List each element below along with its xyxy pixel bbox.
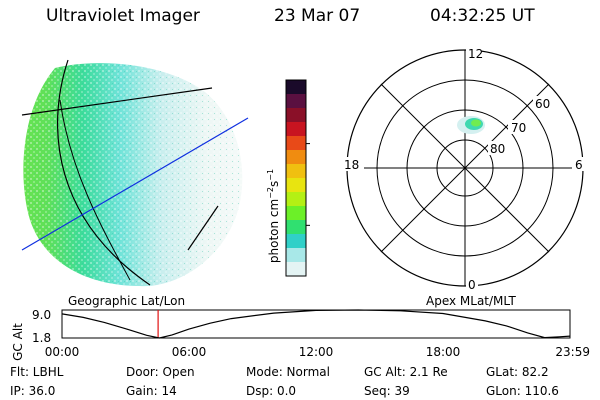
mlat-label-60: 60: [535, 97, 550, 111]
mlt-label-12: 12: [468, 47, 483, 61]
longitude-line: [56, 59, 151, 286]
colorbar-segment: [286, 80, 306, 95]
colorbar-segment: [286, 122, 306, 137]
xtick-label: 12:00: [299, 345, 334, 359]
date-label: 23 Mar 07: [274, 6, 361, 26]
colorbar-segment: [286, 262, 306, 277]
colorbar: 100 10 photon cm−2s−1: [266, 79, 312, 277]
colorbar-unit-label: photon cm−2s−1: [266, 169, 281, 263]
colorbar-segment: [286, 192, 306, 207]
colorbar-segment: [286, 136, 306, 151]
longitude-line-2: [59, 99, 131, 281]
polar-plot: 12 18 6 0 60 70 80: [342, 46, 586, 292]
colorbar-segment: [286, 150, 306, 165]
gain-value: Gain: 14: [126, 384, 177, 398]
colorbar-segment: [286, 220, 306, 235]
gc-alt-chart: GC Alt 9.0 1.8 00:00 06:00 12:00 18:00 23:59: [11, 308, 590, 361]
colorbar-segment: [286, 108, 306, 123]
mlt-label-0: 0: [468, 278, 476, 292]
colorbar-tick-label: 10: [311, 219, 312, 232]
glat-value: GLat: 82.2: [486, 365, 549, 379]
mlat-label-80: 80: [490, 142, 505, 156]
aurora-emission: [23, 63, 243, 287]
colorbar-segment: [286, 178, 306, 193]
door-value: Door: Open: [126, 365, 195, 379]
xtick-label: 18:00: [426, 345, 461, 359]
colorbar-tick-label: 100: [311, 138, 312, 151]
xtick-label: 23:59: [555, 345, 590, 359]
mlat-label-70: 70: [511, 121, 526, 135]
latitude-line: [21, 87, 213, 116]
geographic-label: Geographic Lat/Lon: [68, 294, 186, 308]
mode-value: Mode: Normal: [246, 365, 330, 379]
ytick-bottom: 1.8: [32, 331, 51, 345]
terminator-line: [21, 117, 249, 251]
seq-value: Seq: 39: [364, 384, 410, 398]
colorbar-segment: [286, 248, 306, 263]
mlt-label-6: 6: [575, 158, 583, 172]
mlt-label-18: 18: [344, 158, 359, 172]
xtick-label: 00:00: [45, 345, 80, 359]
colorbar-segment: [286, 206, 306, 221]
ytick-top: 9.0: [32, 308, 51, 322]
colorbar-segment: [286, 234, 306, 249]
dsp-value: Dsp: 0.0: [246, 384, 297, 398]
app-title: Ultraviolet Imager: [46, 6, 200, 26]
glon-value: GLon: 110.6: [486, 384, 559, 398]
gc-alt-series-line: [61, 309, 571, 339]
colorbar-segment: [286, 94, 306, 109]
xtick-label: 06:00: [172, 345, 207, 359]
polar-label: Apex MLat/MLT: [426, 294, 516, 308]
geographic-image: [21, 59, 249, 287]
colorbar-segment: [286, 164, 306, 179]
aurora-spot: [457, 116, 485, 134]
chart-ylabel: GC Alt: [11, 323, 25, 361]
gc-alt-value: GC Alt: 2.1 Re: [364, 365, 448, 379]
ip-value: IP: 36.0: [10, 384, 56, 398]
flt-value: Flt: LBHL: [10, 365, 64, 379]
latitude-line-short: [187, 205, 219, 251]
time-label: 04:32:25 UT: [430, 6, 535, 26]
